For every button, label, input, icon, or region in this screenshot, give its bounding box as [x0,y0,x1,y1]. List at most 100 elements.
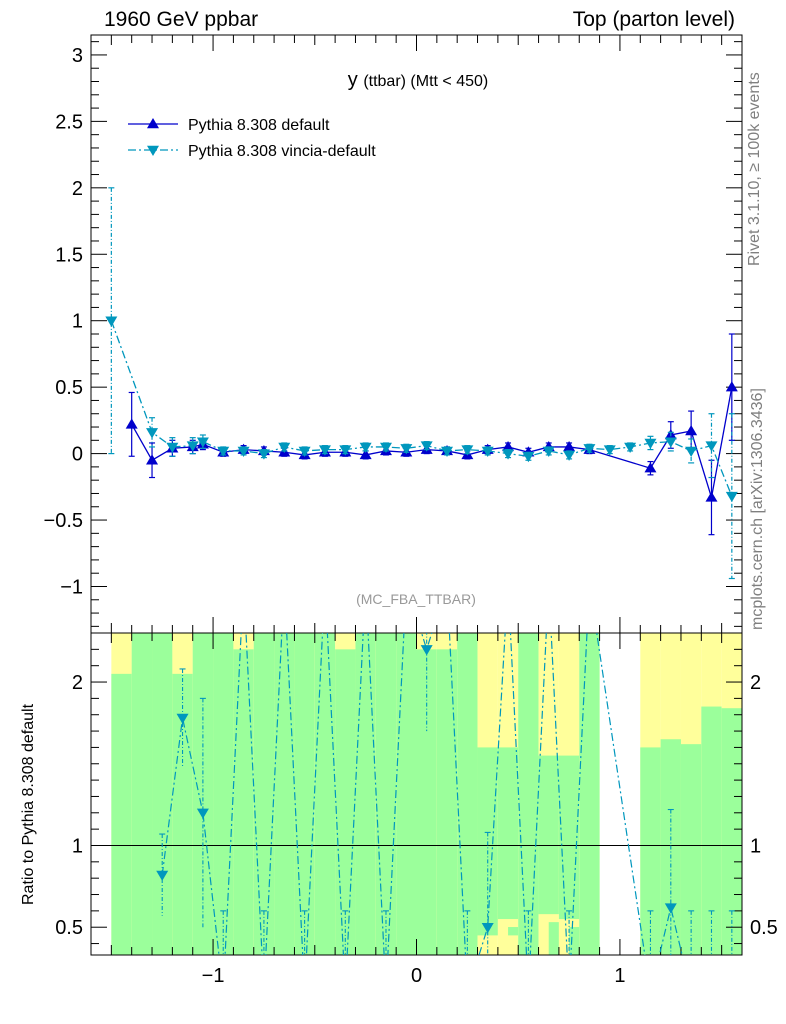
ratio-band-inner [294,633,315,955]
ratio-band-inner [569,927,580,955]
data-point [196,437,209,448]
data-point [298,446,311,457]
header-right: Top (parton level) [572,8,735,31]
x-tick-label: −1 [202,965,225,987]
ratio-y-tick-label: 1 [72,835,83,857]
data-point [522,452,535,463]
ratio-band-inner [579,633,600,955]
data-point [725,381,738,392]
header-left: 1960 GeV ppbar [104,8,259,31]
ratio-y-tick-label: 0.5 [55,917,83,939]
ratio-band-inner [274,633,295,955]
rivet-label: Rivet 3.1.10, ≥ 100k events [746,72,763,266]
series-line [110,320,733,497]
legend-label: Pythia 8.308 default [188,117,330,134]
ratio-band-inner [152,633,173,955]
data-point [359,442,372,453]
ratio-band-inner [314,633,336,955]
ratio-band-inner [355,633,376,955]
data-point [563,450,576,461]
data-point [400,444,413,455]
data-point [563,440,576,452]
ratio-y-tick-label: 1 [750,835,761,857]
data-point [725,491,738,503]
data-point [146,454,159,465]
watermark: (MC_FBA_TTBAR) [356,591,476,607]
x-tick-label: 1 [614,965,625,987]
data-point [278,442,291,453]
data-point [542,446,555,457]
ratio-band-inner [477,747,498,936]
data-point [105,316,118,327]
ratio-band-inner [192,633,214,955]
data-point [166,442,179,453]
legend-marker [147,145,159,156]
legend-label: Pythia 8.308 vincia-default [188,143,376,160]
ratio-band-inner [436,649,458,955]
data-point [502,440,515,452]
data-point [146,428,159,439]
ratio-band-inner [558,755,580,920]
data-point [705,491,718,502]
series-vincia [105,187,738,580]
data-point [685,425,698,436]
ratio-band-inner [508,927,519,936]
plot-title-sub: (ttbar) (Mtt < 450) [363,73,488,90]
ratio-band-inner [680,744,702,955]
y-tick-label: 3 [72,45,83,67]
ratio-band-inner [548,922,559,955]
plot-title: y (ttbar) (Mtt < 450) [348,69,488,91]
data-point [583,444,596,455]
data-point [339,445,352,456]
data-point [481,446,494,457]
ratio-data-point [664,903,677,914]
data-point [705,441,718,452]
ratio-band-inner [518,633,539,955]
data-point [125,418,138,429]
ratio-data-point [196,808,209,819]
data-point [441,446,454,457]
plot-title-main: y [348,69,364,91]
data-point [217,446,230,457]
y-tick-label: 1 [72,311,83,333]
ratio-band-inner [497,747,519,920]
ratio-y-tick-label: 2 [72,672,83,694]
ratio-band-inner [721,708,742,955]
data-point [461,445,474,456]
ratio-y-tick-label: 2 [750,672,761,694]
axis-ticks [90,35,743,955]
y-tick-label: −1 [60,576,83,598]
data-point [379,442,392,453]
legend-marker [147,118,159,129]
ratio-band-inner [131,633,153,955]
y-tick-label: 0.5 [55,377,83,399]
mcplots-label: mcplots.cern.ch [arXiv:1306.3436] [749,388,766,630]
ratio-band-inner [457,633,478,955]
ratio-data-point [176,713,189,724]
series-default [125,333,738,536]
data-point [603,445,616,456]
data-point [359,448,372,460]
ratio-band-inner [172,673,193,955]
legend: Pythia 8.308 default Pythia 8.308 vincia-… [128,117,376,160]
ratio-band-inner [640,747,661,955]
series-vincia-ratio [156,633,735,955]
ratio-band-inner [375,633,397,955]
x-tick-label: 0 [411,965,422,987]
data-point [186,441,199,452]
y-tick-label: 0 [72,444,83,466]
data-point [420,441,433,452]
ratio-data-point [156,870,169,881]
ratio-band-inner [213,633,234,955]
ratio-y-axis-label: Ratio to Pythia 8.308 default [20,703,37,905]
ratio-band-inner [701,706,722,955]
ratio-band-inner [396,633,417,955]
data-point [685,446,698,457]
ratio-band-inner [111,673,132,955]
y-tick-label: −0.5 [44,510,83,532]
ratio-data-point [481,923,494,934]
data-point [237,446,250,457]
data-point [644,438,657,449]
y-tick-label: 2 [72,178,83,200]
